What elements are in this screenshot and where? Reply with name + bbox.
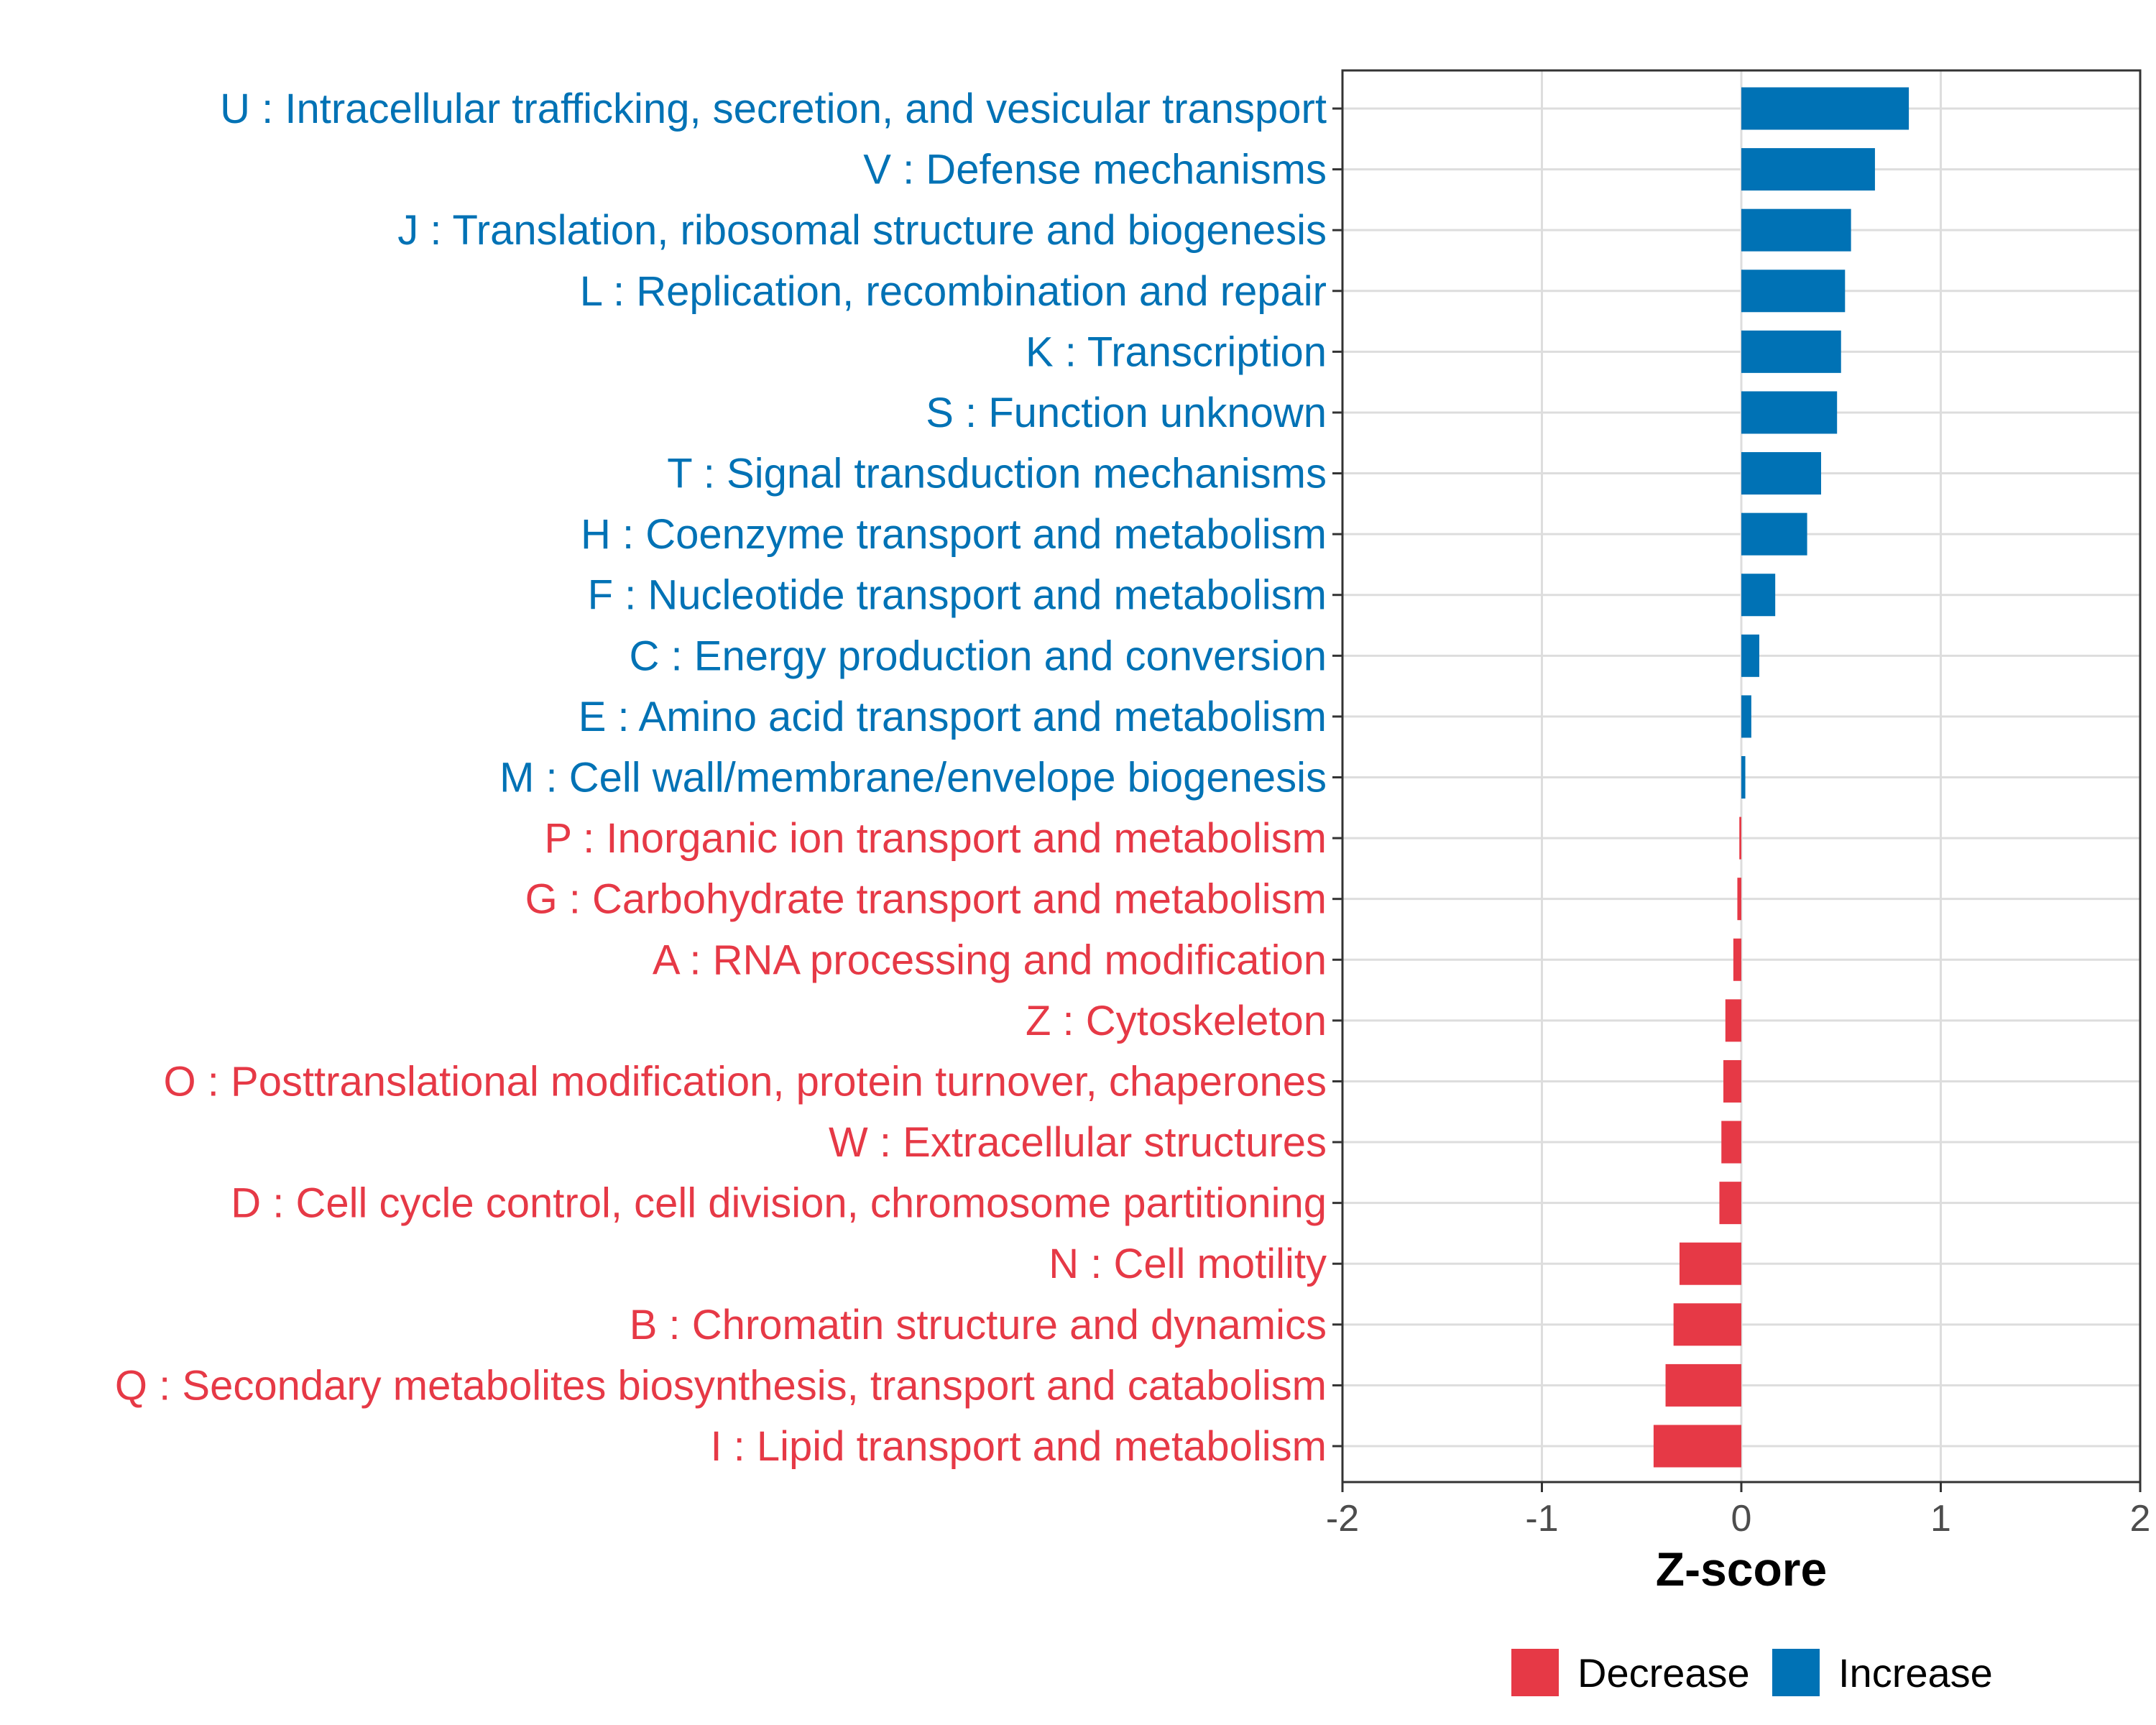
x-tick-label: 2 (2130, 1498, 2151, 1540)
x-axis-title: Z-score (1656, 1542, 1827, 1596)
category-label: Q : Secondary metabolites biosynthesis, … (115, 1362, 1327, 1409)
bar (1741, 270, 1846, 313)
x-axis: -2 -1 0 1 2 (1326, 1482, 2151, 1540)
bar (1673, 1303, 1741, 1346)
category-label: O : Posttranslational modification, prot… (164, 1058, 1327, 1105)
bar (1719, 1182, 1741, 1225)
bar (1741, 512, 1807, 556)
category-label: P : Inorganic ion transport and metaboli… (544, 815, 1327, 862)
legend-swatch (1511, 1649, 1559, 1696)
bar (1741, 695, 1751, 738)
category-label: J : Translation, ribosomal structure and… (397, 207, 1327, 254)
bar (1665, 1363, 1741, 1407)
category-label: W : Extracellular structures (829, 1119, 1327, 1166)
legend-label: Increase (1838, 1650, 1993, 1696)
bars (1653, 87, 1909, 1468)
legend-swatch (1772, 1649, 1820, 1696)
bar (1721, 1121, 1741, 1164)
bar (1741, 756, 1746, 799)
bar (1741, 148, 1875, 191)
bar (1679, 1242, 1741, 1285)
category-label: G : Carbohydrate transport and metabolis… (525, 876, 1327, 923)
legend: Decrease Increase (1511, 1649, 1993, 1696)
bar (1741, 330, 1841, 373)
legend-label: Decrease (1577, 1650, 1750, 1696)
category-label: E : Amino acid transport and metabolism (579, 694, 1327, 740)
category-label: T : Signal transduction mechanisms (667, 451, 1327, 497)
category-label: N : Cell motility (1049, 1241, 1327, 1287)
category-label: A : RNA processing and modification (653, 937, 1327, 983)
x-tick-label: -1 (1525, 1498, 1558, 1540)
x-tick-label: 1 (1930, 1498, 1951, 1540)
category-label: I : Lipid transport and metabolism (710, 1423, 1327, 1470)
category-label: D : Cell cycle control, cell division, c… (231, 1180, 1327, 1227)
category-label: K : Transcription (1026, 328, 1327, 375)
category-label: U : Intracellular trafficking, secretion… (220, 86, 1327, 132)
bar (1741, 634, 1759, 677)
bar (1737, 878, 1741, 921)
category-label: V : Defense mechanisms (863, 147, 1327, 193)
category-label: M : Cell wall/membrane/envelope biogenes… (499, 755, 1327, 801)
bar (1741, 391, 1838, 434)
category-label: C : Energy production and conversion (630, 632, 1327, 679)
x-tick-label: 0 (1731, 1498, 1752, 1540)
bar (1733, 938, 1741, 981)
bar (1739, 816, 1741, 860)
category-label: S : Function unknown (926, 390, 1327, 436)
y-axis: U : Intracellular trafficking, secretion… (115, 86, 1342, 1470)
bar (1723, 1059, 1741, 1103)
category-label: F : Nucleotide transport and metabolism (588, 572, 1327, 619)
bar (1741, 208, 1851, 252)
x-tick-label: -2 (1326, 1498, 1359, 1540)
category-label: Z : Cytoskeleton (1026, 998, 1327, 1044)
bar (1725, 999, 1741, 1042)
bar (1741, 574, 1776, 617)
bar (1741, 452, 1821, 495)
bar (1741, 87, 1909, 130)
category-label: B : Chromatin structure and dynamics (630, 1302, 1327, 1348)
category-label: H : Coenzyme transport and metabolism (581, 511, 1327, 558)
bar (1653, 1425, 1741, 1468)
category-label: L : Replication, recombination and repai… (580, 268, 1327, 315)
